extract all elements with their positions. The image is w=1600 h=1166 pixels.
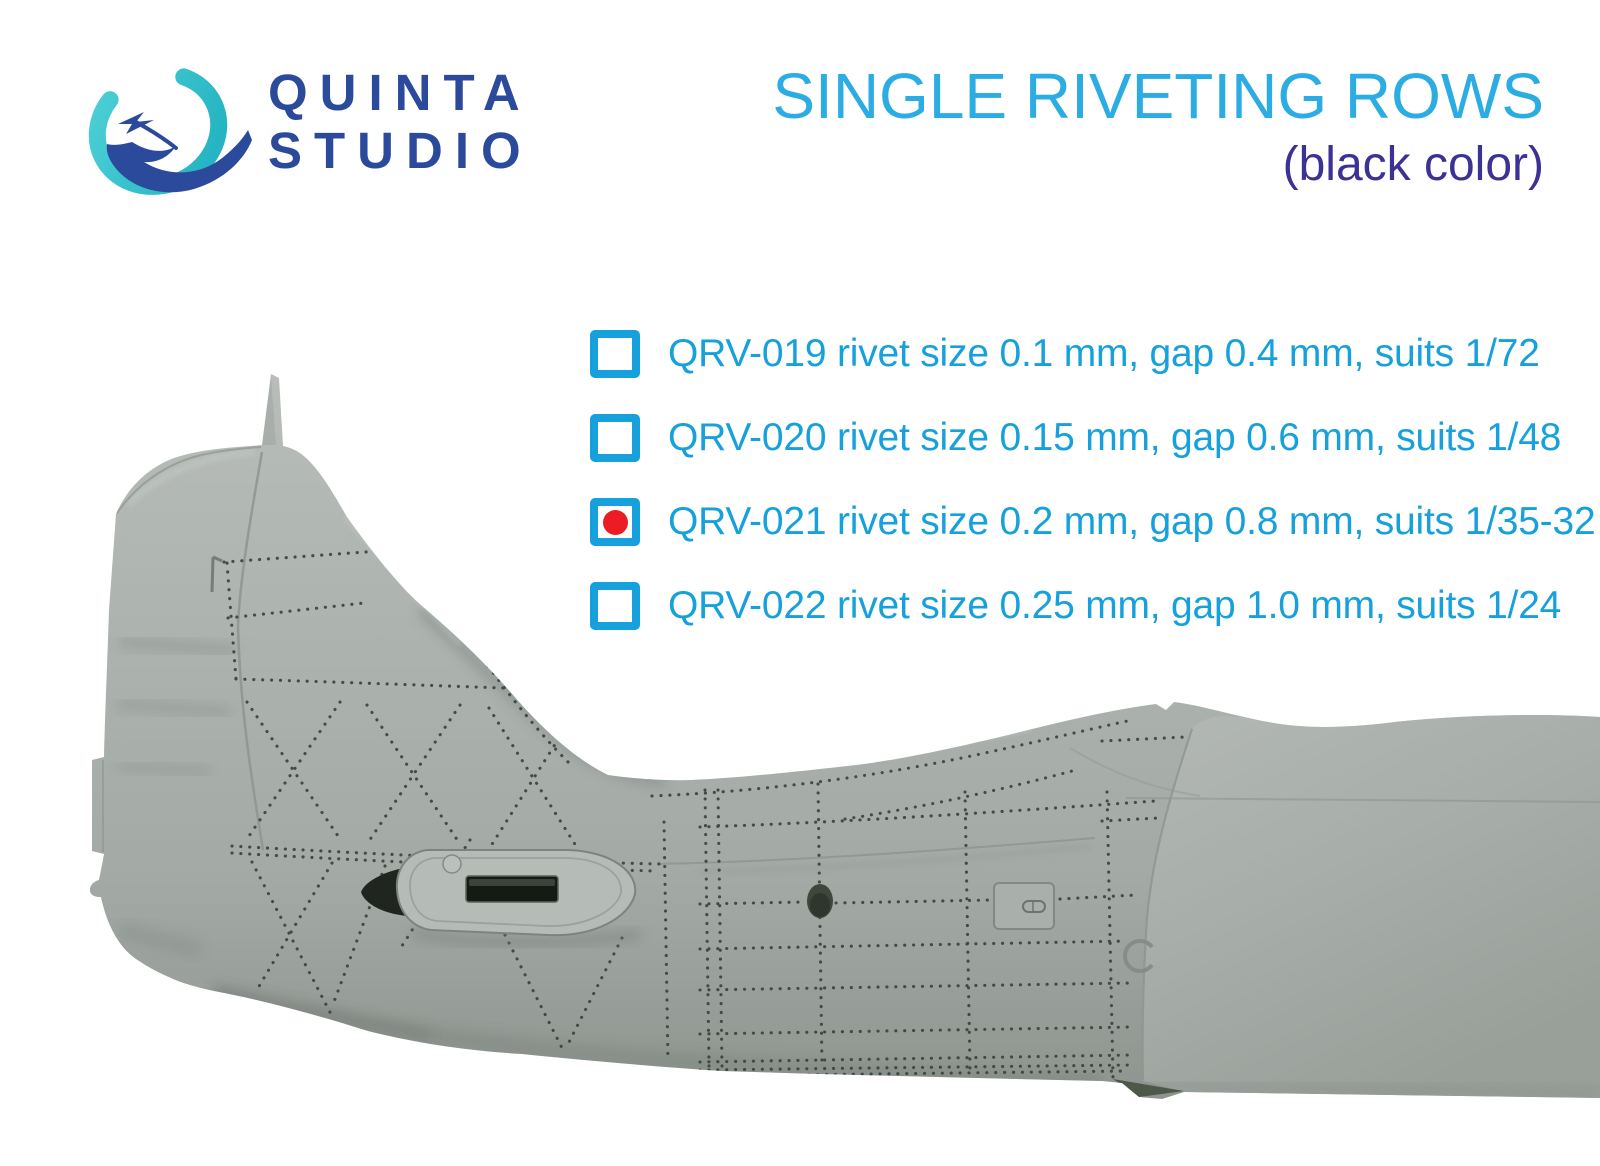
product-label: QRV-022 rivet size 0.25 mm, gap 1.0 mm, … xyxy=(668,584,1562,627)
brand-name-line1: QUINTA xyxy=(268,64,532,121)
selected-dot-icon xyxy=(602,509,628,535)
rudder-hinge-seam xyxy=(236,451,265,851)
antenna-mast xyxy=(262,376,276,445)
page-subtitle: (black color) xyxy=(1282,138,1544,191)
wing-fillet xyxy=(1142,714,1600,1098)
brand-wordmark: QUINTA STUDIO xyxy=(268,64,533,180)
page-title: SINGLE RIVETING ROWS xyxy=(772,60,1544,132)
brand-name-line2: STUDIO xyxy=(268,122,533,179)
rivet-rows xyxy=(222,548,1188,1079)
fin-cap-seam xyxy=(116,446,262,514)
title-block: SINGLE RIVETING ROWS (black color) xyxy=(772,62,1544,192)
access-panel xyxy=(993,882,1055,930)
product-checkbox[interactable] xyxy=(590,498,640,546)
product-label: QRV-019 rivet size 0.1 mm, gap 0.4 mm, s… xyxy=(668,332,1540,375)
product-row: QRV-021 rivet size 0.2 mm, gap 0.8 mm, s… xyxy=(590,498,1596,546)
product-row: QRV-019 rivet size 0.1 mm, gap 0.4 mm, s… xyxy=(590,330,1540,378)
brand-logo: QUINTA STUDIO xyxy=(74,50,533,214)
wing-trailing-edge-shadow xyxy=(1113,1079,1184,1097)
embossed-c-mark xyxy=(1123,939,1154,973)
logo-swoosh xyxy=(106,130,252,193)
product-label: QRV-021 rivet size 0.2 mm, gap 0.8 mm, s… xyxy=(668,500,1596,543)
quinta-q-jet-swoosh-icon xyxy=(88,65,252,195)
product-label: QRV-020 rivet size 0.15 mm, gap 0.6 mm, … xyxy=(668,416,1562,459)
fairing-knob xyxy=(442,854,462,874)
product-checkbox[interactable] xyxy=(590,582,640,630)
product-checkbox[interactable] xyxy=(590,330,640,378)
product-row: QRV-022 rivet size 0.25 mm, gap 1.0 mm, … xyxy=(590,582,1561,630)
product-checkbox[interactable] xyxy=(590,414,640,462)
product-row: QRV-020 rivet size 0.15 mm, gap 0.6 mm, … xyxy=(590,414,1561,462)
